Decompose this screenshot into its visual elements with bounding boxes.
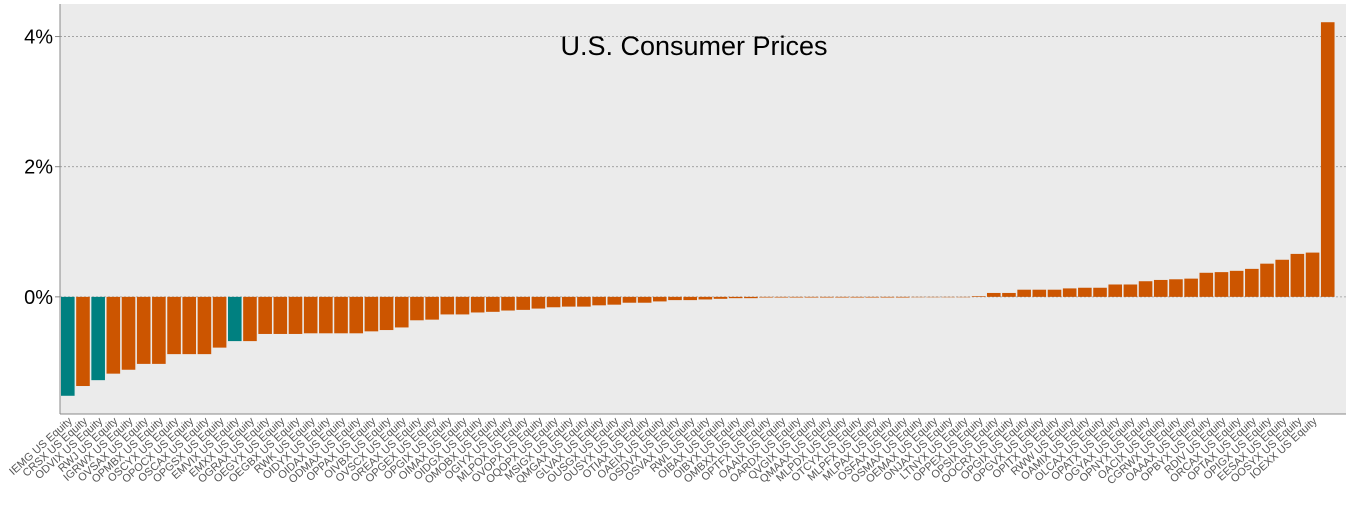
plot-background <box>60 4 1346 414</box>
bar <box>1154 280 1168 297</box>
bar <box>61 297 75 396</box>
bar <box>805 297 819 298</box>
bar <box>441 297 455 315</box>
bar <box>274 297 288 334</box>
bar <box>1260 264 1274 297</box>
bar <box>547 297 561 307</box>
bar <box>653 297 667 302</box>
bar <box>1230 271 1244 297</box>
bar <box>1245 269 1259 297</box>
bar <box>774 297 788 298</box>
y-tick-label: 0% <box>24 287 53 309</box>
bar <box>835 297 849 298</box>
bar <box>1169 279 1183 297</box>
bar <box>744 297 758 298</box>
bar <box>714 297 728 299</box>
bar <box>896 297 910 298</box>
bar <box>532 297 546 309</box>
y-tick-label: 4% <box>24 27 53 49</box>
bar <box>122 297 136 370</box>
bar <box>516 297 530 310</box>
bar <box>1275 260 1289 297</box>
bar <box>319 297 333 333</box>
bar <box>395 297 409 328</box>
bar <box>380 297 394 330</box>
bar <box>304 297 318 333</box>
bar <box>167 297 181 354</box>
bar <box>623 297 637 303</box>
bar <box>1093 288 1107 297</box>
bar <box>972 296 986 297</box>
bar <box>182 297 196 354</box>
bar <box>410 297 424 320</box>
bar <box>1078 288 1092 297</box>
bar <box>638 297 652 303</box>
bar <box>699 297 713 300</box>
bar <box>228 297 242 341</box>
bar <box>1139 281 1153 297</box>
bar <box>592 297 606 305</box>
bar <box>1321 22 1335 297</box>
bar <box>668 297 682 300</box>
bar <box>683 297 697 300</box>
bar <box>91 297 105 380</box>
bar <box>425 297 439 320</box>
bar <box>198 297 212 354</box>
bar <box>258 297 272 334</box>
bar <box>1017 290 1031 297</box>
bar <box>987 293 1001 297</box>
bar <box>213 297 227 348</box>
bar <box>365 297 379 331</box>
bar <box>243 297 257 341</box>
bar <box>152 297 166 364</box>
bar <box>1215 272 1229 297</box>
bar <box>1291 254 1305 297</box>
bar <box>1306 253 1320 297</box>
bar <box>76 297 90 386</box>
bar <box>881 297 895 298</box>
bar <box>1108 284 1122 296</box>
bar <box>1200 273 1214 297</box>
bar <box>1033 290 1047 297</box>
bar <box>334 297 348 333</box>
bar <box>607 297 621 305</box>
bar <box>729 297 743 298</box>
bar <box>1048 290 1062 297</box>
bar <box>349 297 363 333</box>
bar <box>137 297 151 364</box>
bar <box>577 297 591 307</box>
bar <box>471 297 485 313</box>
bar <box>1124 284 1138 296</box>
bar <box>1184 279 1198 297</box>
bar <box>486 297 500 312</box>
bar <box>562 297 576 307</box>
bar <box>866 297 880 298</box>
bar <box>1063 288 1077 296</box>
bar <box>456 297 470 315</box>
chart-title: U.S. Consumer Prices <box>560 31 827 61</box>
bar <box>1002 293 1016 297</box>
bar <box>501 297 515 311</box>
bar <box>790 297 804 298</box>
bar <box>289 297 303 334</box>
bar <box>107 297 121 374</box>
bar <box>850 297 864 298</box>
bar <box>820 297 834 298</box>
y-tick-label: 2% <box>24 157 53 179</box>
bar <box>759 297 773 298</box>
